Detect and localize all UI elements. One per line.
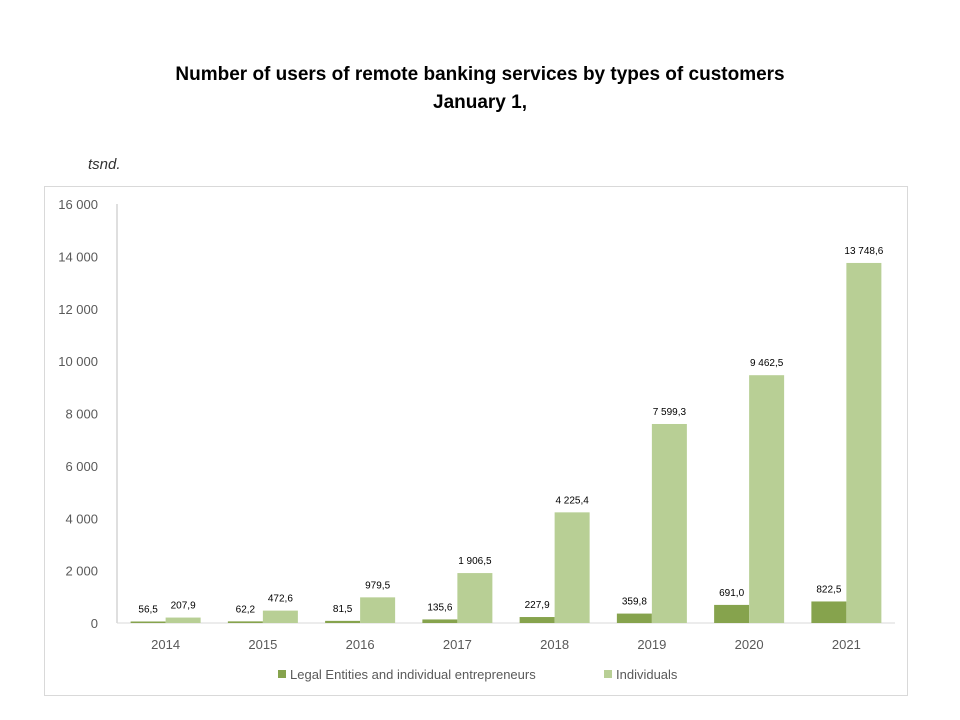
bar-individuals [846, 262, 882, 623]
y-tick-label: 8 000 [65, 407, 98, 422]
bar-individuals [165, 617, 201, 623]
legend-label: Legal Entities and individual entreprene… [290, 667, 536, 682]
data-label: 227,9 [525, 600, 550, 611]
bar-legal [422, 619, 458, 623]
data-label: 56,5 [138, 605, 158, 616]
legend-swatch [278, 670, 286, 678]
bar-individuals [651, 423, 687, 623]
bar-individuals [749, 375, 785, 623]
chart-subtitle: January 1, [433, 92, 527, 113]
bar-legal [325, 620, 361, 623]
data-label: 979,5 [365, 580, 390, 591]
x-tick-label: 2021 [832, 637, 861, 652]
x-tick-label: 2015 [248, 637, 277, 652]
bar-legal [616, 613, 652, 623]
bar-legal [227, 621, 263, 623]
legend-label: Individuals [616, 667, 678, 682]
data-label: 691,0 [719, 588, 744, 599]
data-label: 1 906,5 [458, 556, 492, 567]
data-label: 7 599,3 [653, 407, 687, 418]
y-tick-label: 2 000 [65, 564, 98, 579]
data-label: 9 462,5 [750, 358, 784, 369]
legend-swatch [604, 670, 612, 678]
bar-legal [130, 621, 166, 623]
data-label: 207,9 [171, 601, 196, 612]
data-label: 472,6 [268, 594, 293, 605]
unit-label: tsnd. [88, 156, 121, 173]
data-label: 359,8 [622, 597, 647, 608]
chart-title: Number of users of remote banking servic… [175, 64, 785, 85]
chart-frame [44, 186, 908, 696]
data-label: 4 225,4 [555, 495, 589, 506]
x-tick-label: 2019 [637, 637, 666, 652]
y-tick-label: 0 [91, 616, 98, 631]
x-tick-label: 2014 [151, 637, 180, 652]
y-tick-label: 10 000 [58, 354, 98, 369]
data-label: 135,6 [427, 602, 452, 613]
bar-individuals [457, 573, 493, 623]
x-tick-label: 2016 [346, 637, 375, 652]
bar-individuals [360, 597, 396, 623]
bar-legal [714, 604, 750, 623]
bar-individuals [554, 512, 590, 623]
y-tick-label: 6 000 [65, 459, 98, 474]
data-label: 81,5 [333, 604, 353, 615]
data-label: 822,5 [816, 584, 841, 595]
data-label: 13 748,6 [844, 246, 883, 257]
y-tick-label: 16 000 [58, 197, 98, 212]
y-tick-label: 4 000 [65, 511, 98, 526]
y-tick-label: 12 000 [58, 302, 98, 317]
y-tick-label: 14 000 [58, 249, 98, 264]
x-tick-label: 2018 [540, 637, 569, 652]
bar-legal [519, 617, 555, 623]
bar-legal [811, 601, 847, 623]
x-tick-label: 2017 [443, 637, 472, 652]
data-label: 62,2 [236, 604, 256, 615]
bar-individuals [262, 610, 298, 623]
x-tick-label: 2020 [735, 637, 764, 652]
